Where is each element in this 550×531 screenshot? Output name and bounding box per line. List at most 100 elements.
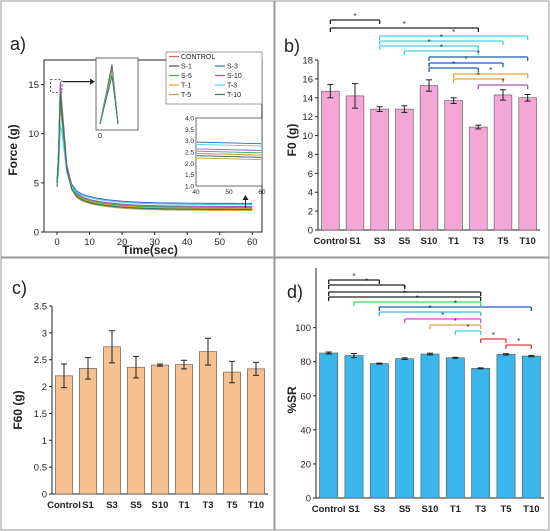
bar: [223, 371, 241, 495]
inset-plateau-line: [196, 155, 262, 158]
bar: [370, 108, 389, 231]
panel-b-label: b): [284, 36, 300, 56]
panel-a-xlabel: Time(sec): [122, 243, 178, 257]
significance-mark: *: [501, 77, 504, 86]
legend-label: T-10: [227, 92, 241, 99]
x-tick-label: 60: [247, 237, 258, 248]
bar: [471, 368, 491, 499]
bar: [321, 90, 340, 231]
inset-plateau-ytick: 3.5: [185, 127, 194, 134]
bar: [344, 355, 364, 499]
y-tick-label: 40: [300, 425, 311, 436]
significance-mark: *: [477, 71, 480, 80]
arrow-head: [90, 78, 95, 85]
x-tick-label: S1: [82, 500, 94, 511]
inset-plateau-line: [196, 143, 262, 147]
panel-a: a) Time(sec) Force (g) 0 10 20 30 40 50 60 0 5 10…: [6, 34, 266, 257]
x-tick-label: Control: [312, 504, 346, 515]
x-tick-label: T3: [202, 500, 213, 511]
significance-mark: *: [441, 311, 444, 320]
inset-plateau-ytick: 1.0: [185, 184, 194, 191]
legend-label: S-1: [181, 64, 192, 71]
bar: [175, 364, 193, 495]
legend-label: S-3: [227, 64, 238, 71]
bar: [496, 354, 516, 499]
inset-plateau-ytick: 2.0: [185, 161, 194, 168]
legend-label: T-1: [181, 83, 191, 90]
significance-mark: *: [492, 331, 495, 340]
x-tick-label: S10: [152, 500, 169, 511]
x-tick-label: T3: [475, 504, 486, 515]
bar: [493, 94, 513, 231]
x-tick-label: T10: [248, 500, 264, 511]
bar: [345, 95, 365, 231]
bar: [521, 355, 541, 499]
y-tick-label: 60: [300, 391, 311, 402]
inset-peak-tick: 0: [98, 133, 102, 140]
y-tick-label: 10: [28, 129, 39, 140]
y-tick-label: 0.5: [34, 463, 47, 474]
legend-frame: [165, 51, 263, 105]
y-tick-label: 1: [42, 436, 47, 447]
bar: [319, 352, 339, 499]
y-tick-label: 12: [302, 112, 313, 123]
bar: [247, 368, 265, 495]
inset-plateau-xtick: 50: [225, 189, 233, 196]
x-tick-label: S3: [374, 236, 386, 247]
x-tick-label: Control: [313, 236, 347, 247]
significance-mark: *: [489, 66, 492, 75]
y-tick-label: 80: [300, 357, 311, 368]
inset-peak-line: [99, 75, 119, 125]
significance-mark: *: [403, 284, 406, 293]
x-tick-label: 10: [84, 237, 95, 248]
panel-d-label: d): [287, 282, 303, 302]
panel-b: b) F0 (g) 0 2 4 6 8 10 12 14 16 18 Control S1 S3 S5 S1…: [284, 12, 540, 247]
bar: [395, 108, 414, 231]
x-tick-label: 20: [117, 237, 128, 248]
x-tick-label: T10: [523, 504, 539, 515]
x-tick-label: 0: [54, 237, 59, 248]
y-tick-label: 3.5: [34, 302, 47, 313]
inset-plateau-line: [196, 150, 262, 154]
bar: [419, 85, 439, 231]
x-tick-label: S10: [421, 236, 438, 247]
y-tick-label: 10: [302, 131, 313, 142]
y-tick-label: 14: [302, 93, 313, 104]
bar: [369, 363, 389, 499]
y-tick-label: 100: [295, 323, 311, 334]
x-tick-label: S1: [348, 504, 360, 515]
significance-mark: *: [466, 323, 469, 332]
significance-mark: *: [440, 43, 443, 52]
y-tick-label: 8: [308, 150, 313, 161]
inset-plateau-line: [196, 148, 262, 151]
y-tick-label: 6: [308, 169, 313, 180]
x-tick-label: T1: [450, 504, 462, 515]
x-tick-label: 30: [149, 237, 160, 248]
series-line: [56, 81, 253, 207]
y-tick-label: 18: [302, 56, 313, 67]
x-tick-label: S5: [399, 504, 411, 515]
series-line: [56, 106, 253, 205]
series-line: [56, 105, 253, 208]
panel-c: c) F60 (g) 0 0.5 1 1.5 2 2.5 3 3.5 Control S1 S3 S5…: [11, 278, 268, 511]
significance-mark: *: [416, 294, 419, 303]
bar: [444, 100, 463, 231]
legend-label: T-5: [181, 92, 191, 99]
y-tick-label: 5: [34, 178, 39, 189]
bar: [469, 126, 488, 231]
significance-mark: *: [353, 12, 356, 21]
panel-d-ylabel: %SR: [285, 386, 299, 414]
y-tick-label: 0: [34, 228, 39, 239]
bar: [55, 375, 73, 495]
x-tick-label: 40: [182, 237, 193, 248]
bar: [420, 353, 440, 499]
inset-plateau-xtick: 60: [258, 189, 266, 196]
significance-mark: *: [427, 38, 430, 47]
panel-a-label: a): [10, 34, 26, 54]
y-tick-label: 3: [42, 328, 47, 339]
panel-d: d) %SR 0 20 40 60 80 100 Control S1 S3 S5 S10 T1 T3 T…: [285, 268, 544, 515]
x-tick-label: Control: [47, 500, 81, 511]
significance-mark: *: [454, 299, 457, 308]
bar: [103, 346, 121, 495]
inset-plateau-line: [196, 153, 262, 156]
